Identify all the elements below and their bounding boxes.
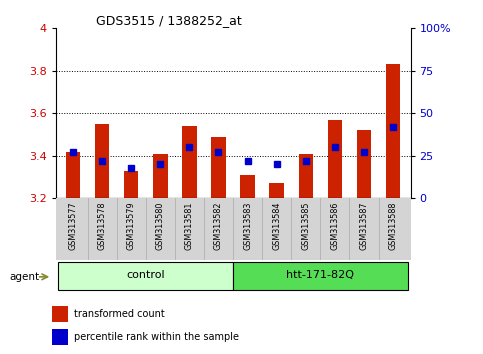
Text: GSM313585: GSM313585	[301, 201, 310, 250]
Bar	[386, 64, 400, 198]
Bar	[298, 154, 313, 198]
Bar	[58, 262, 233, 290]
Text: GSM313578: GSM313578	[98, 201, 107, 250]
Bar	[270, 183, 284, 198]
Bar	[124, 171, 139, 198]
Bar	[66, 152, 80, 198]
Text: GSM313577: GSM313577	[69, 201, 77, 250]
Text: GSM313587: GSM313587	[359, 201, 369, 250]
Text: GSM313584: GSM313584	[272, 201, 281, 250]
Bar	[327, 120, 342, 198]
Bar	[211, 137, 226, 198]
Bar	[182, 126, 197, 198]
Text: GSM313581: GSM313581	[185, 201, 194, 250]
Text: transformed count: transformed count	[74, 309, 165, 319]
Bar	[52, 306, 68, 321]
Text: GSM313582: GSM313582	[214, 201, 223, 250]
Text: GDS3515 / 1388252_at: GDS3515 / 1388252_at	[96, 14, 242, 27]
Bar	[241, 175, 255, 198]
Text: GSM313586: GSM313586	[330, 201, 340, 250]
Bar	[233, 262, 408, 290]
Text: GSM313588: GSM313588	[389, 201, 398, 250]
Bar	[153, 154, 168, 198]
Text: control: control	[127, 270, 165, 280]
Bar	[52, 329, 68, 345]
Bar	[95, 124, 109, 198]
Text: GSM313580: GSM313580	[156, 201, 165, 250]
Text: percentile rank within the sample: percentile rank within the sample	[74, 332, 239, 342]
Text: GSM313579: GSM313579	[127, 201, 136, 250]
Text: htt-171-82Q: htt-171-82Q	[286, 270, 355, 280]
Text: agent: agent	[10, 272, 40, 282]
Bar	[357, 130, 371, 198]
Text: GSM313583: GSM313583	[243, 201, 252, 250]
